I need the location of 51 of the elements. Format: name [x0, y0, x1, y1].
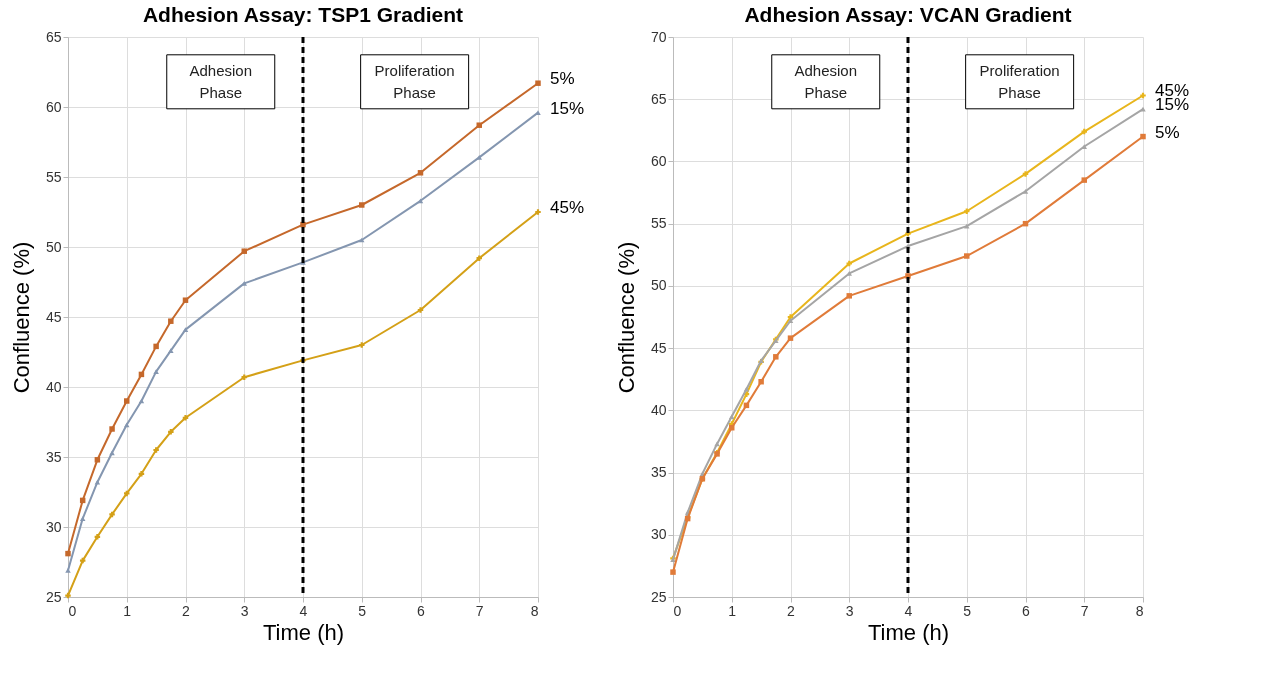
y-tick-label: 55: [650, 215, 667, 232]
y-tick-label: 35: [45, 448, 62, 465]
x-tick-label: 4: [299, 602, 308, 619]
x-tick-label: 5: [358, 602, 367, 619]
x-tick-label: 8: [1135, 602, 1144, 619]
series-label: 5%: [1155, 122, 1180, 142]
y-tick-label: 25: [45, 588, 62, 605]
y-tick-label: 45: [650, 339, 667, 356]
x-tick-label: 4: [904, 602, 913, 619]
chart-title: Adhesion Assay: VCAN Gradient: [744, 3, 1072, 26]
x-tick-label: 1: [728, 602, 737, 619]
y-tick-label: 35: [650, 464, 667, 481]
y-tick-label: 50: [650, 277, 667, 294]
y-tick-label: 40: [650, 401, 667, 418]
series-label: 5%: [550, 69, 575, 89]
x-tick-label: 3: [845, 602, 854, 619]
x-tick-label: 7: [1080, 602, 1089, 619]
x-tick-label: 3: [240, 602, 249, 619]
y-tick-label: 40: [45, 378, 62, 395]
series-label: 15%: [550, 98, 585, 118]
y-tick-label: 65: [650, 90, 667, 107]
y-tick-label: 45: [45, 308, 62, 325]
x-tick-label: 8: [530, 602, 539, 619]
annotation: Proliferation Phase: [979, 61, 1060, 101]
y-tick-label: 30: [45, 518, 62, 535]
y-tick-label: 60: [45, 98, 62, 115]
x-tick-label: 2: [182, 602, 191, 619]
x-axis-title: Time (h): [867, 619, 950, 645]
y-tick-label: 65: [45, 28, 62, 45]
x-tick-label: 1: [123, 602, 132, 619]
y-tick-label: 60: [650, 152, 667, 169]
x-tick-label: 6: [417, 602, 426, 619]
annotation: Adhesion Phase: [794, 61, 858, 101]
x-tick-label: 0: [673, 602, 682, 619]
y-tick-label: 30: [650, 526, 667, 543]
y-tick-label: 55: [45, 168, 62, 185]
x-tick-label: 0: [68, 602, 77, 619]
y-tick-label: 70: [650, 28, 667, 45]
y-axis-title: Confluence (%): [613, 241, 639, 394]
chart-title: Adhesion Assay: TSP1 Gradient: [142, 3, 464, 26]
annotation: Proliferation Phase: [374, 61, 455, 101]
x-axis-title: Time (h): [262, 619, 345, 645]
y-axis-title: Confluence (%): [8, 241, 34, 394]
annotation: Adhesion Phase: [189, 61, 253, 101]
y-tick-label: 25: [650, 588, 667, 605]
series-label: 45%: [550, 198, 585, 217]
x-tick-label: 5: [963, 602, 972, 619]
y-tick-label: 50: [45, 238, 62, 255]
x-tick-label: 2: [787, 602, 796, 619]
x-tick-label: 6: [1022, 602, 1031, 619]
x-tick-label: 7: [475, 602, 484, 619]
